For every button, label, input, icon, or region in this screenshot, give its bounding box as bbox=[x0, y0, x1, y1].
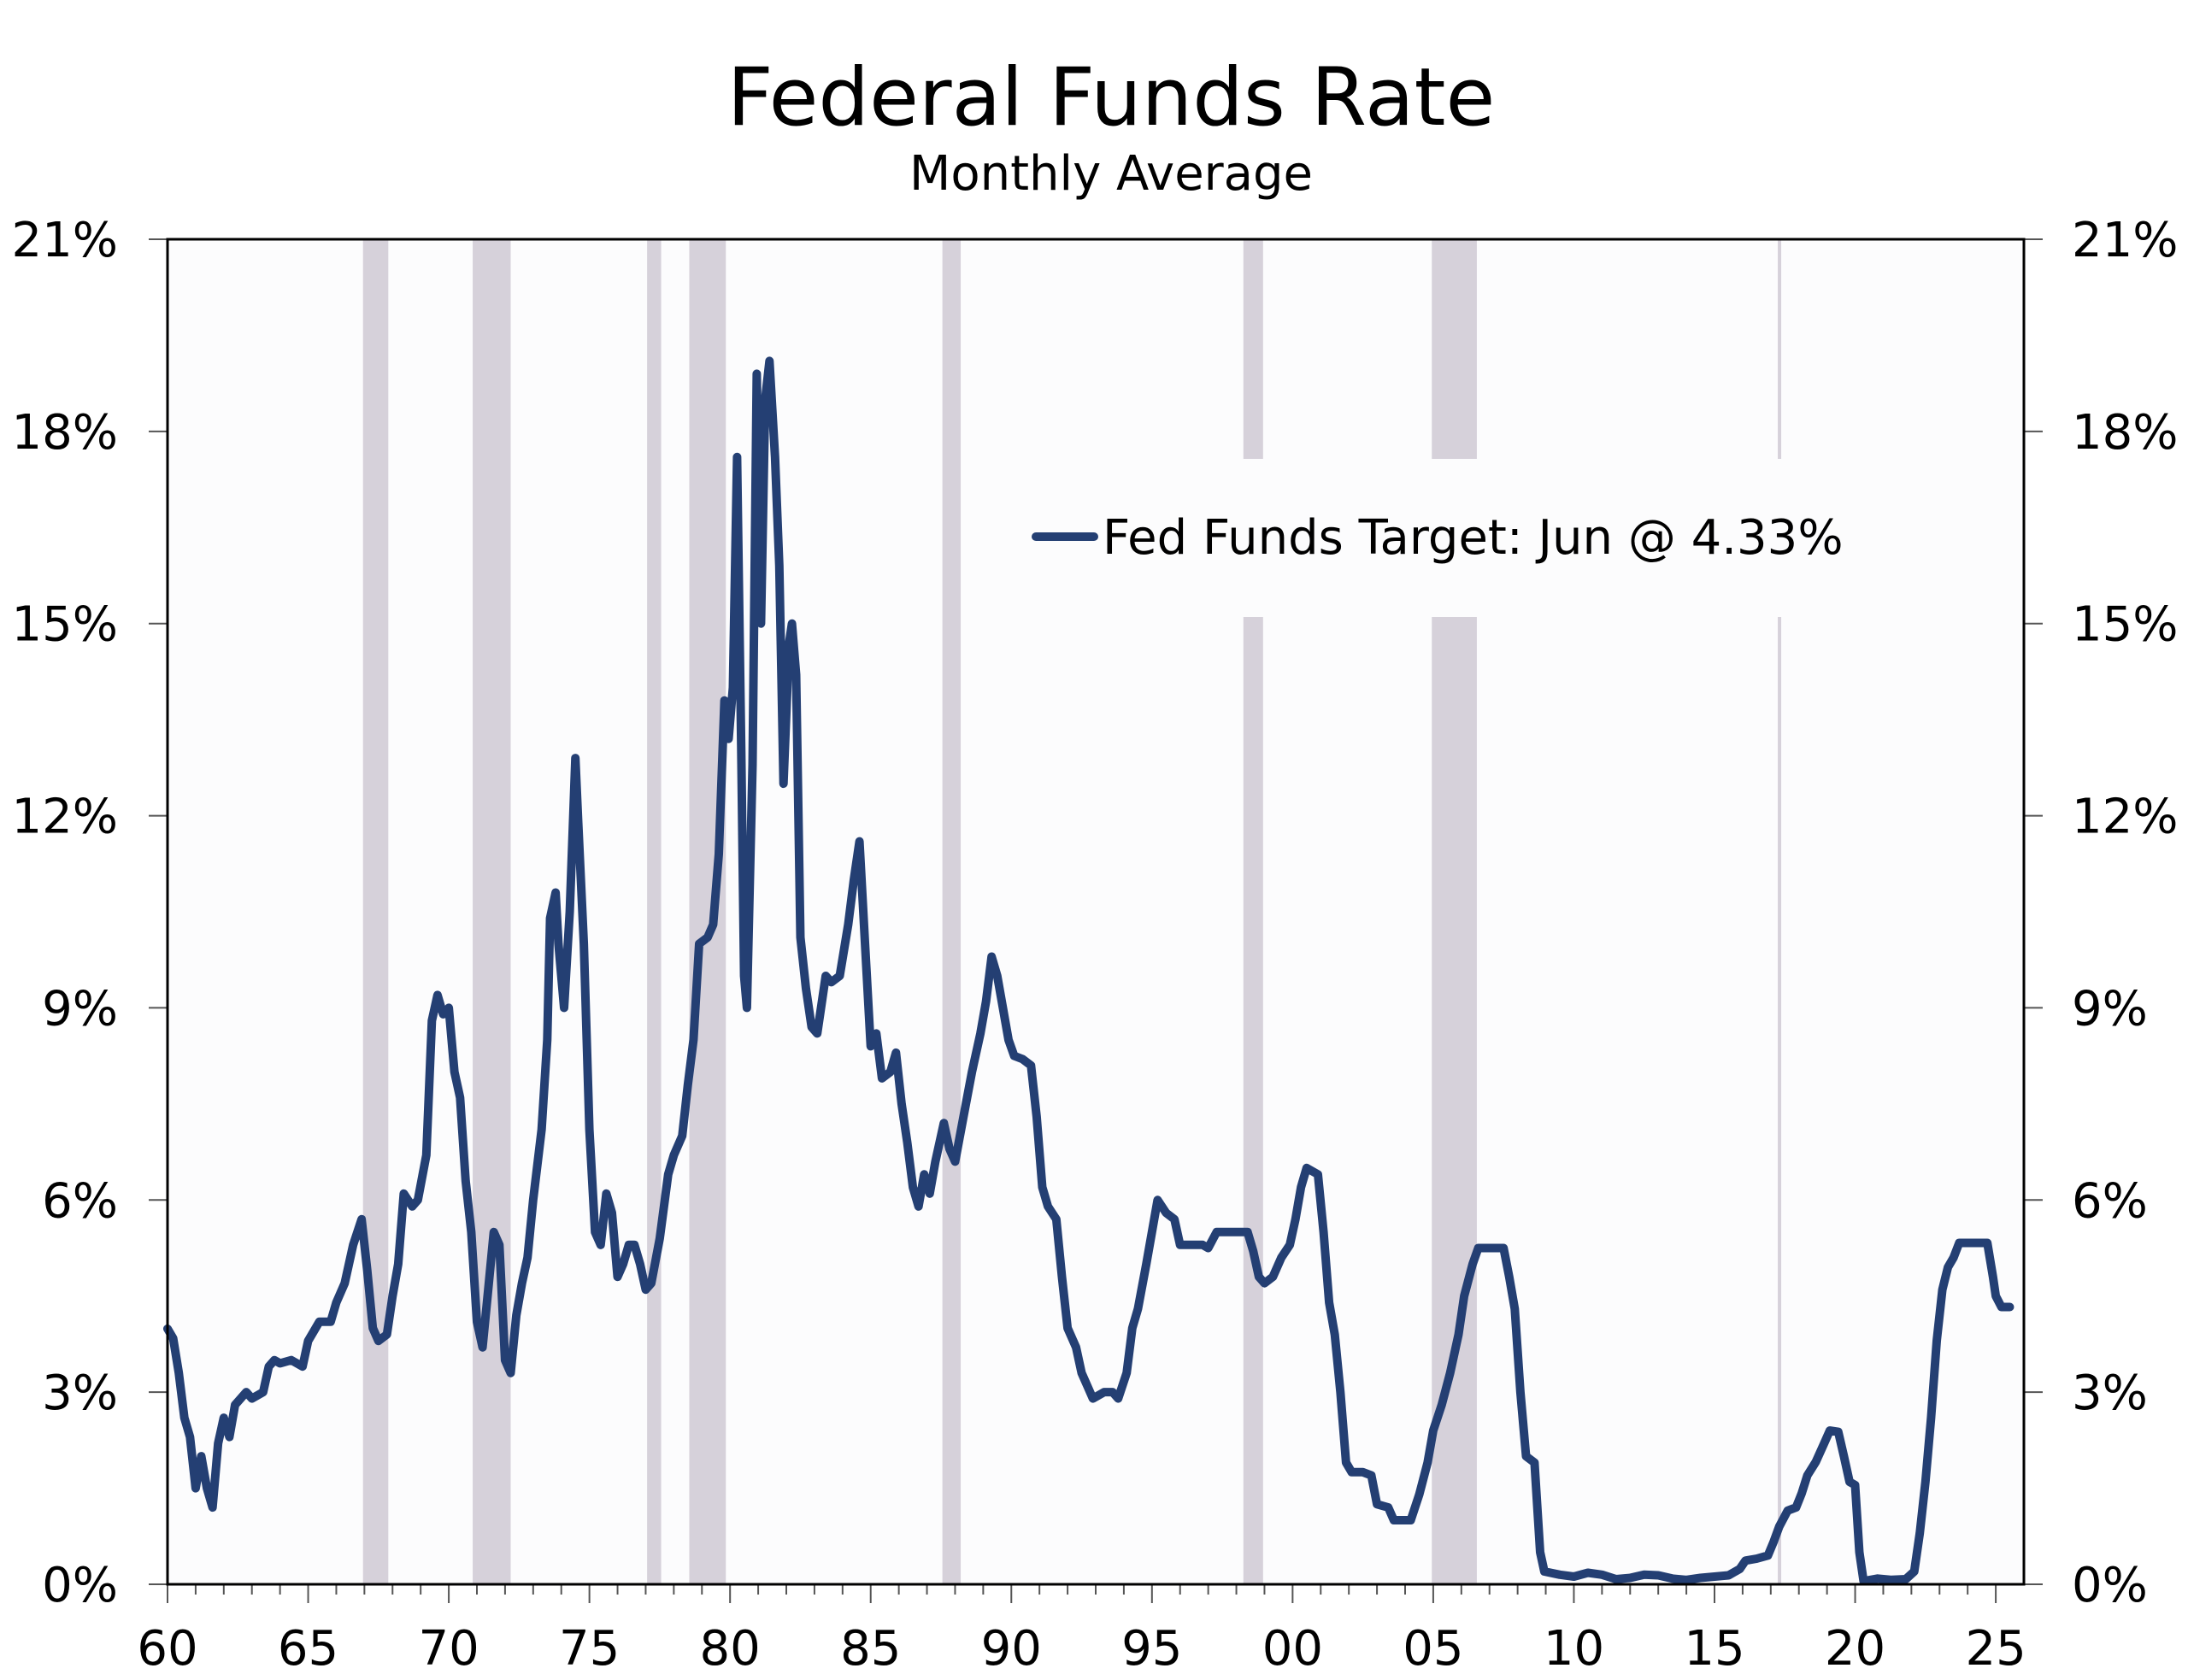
y-tick-label-left: 6% bbox=[42, 1173, 118, 1229]
recession-band-7 bbox=[1778, 239, 1782, 1584]
x-tick-label: 80 bbox=[700, 1621, 761, 1677]
y-tick-label-right: 0% bbox=[2072, 1558, 2148, 1613]
x-tick-label: 10 bbox=[1544, 1621, 1604, 1677]
x-tick-label: 60 bbox=[137, 1621, 197, 1677]
chart-title: Federal Funds Rate bbox=[727, 51, 1496, 144]
y-tick-label-left: 21% bbox=[12, 213, 118, 268]
y-tick-label-right: 6% bbox=[2072, 1173, 2148, 1229]
y-tick-label-left: 9% bbox=[42, 981, 118, 1037]
x-tick-label: 25 bbox=[1965, 1621, 2026, 1677]
y-tick-label-right: 21% bbox=[2072, 213, 2178, 268]
legend-background bbox=[1013, 459, 1936, 617]
x-tick-label: 70 bbox=[418, 1621, 479, 1677]
y-tick-label-left: 18% bbox=[12, 405, 118, 461]
plot-area bbox=[168, 239, 2024, 1584]
recession-band-4 bbox=[942, 239, 962, 1584]
x-tick-label: 15 bbox=[1684, 1621, 1744, 1677]
x-axis-labels: 60 65 70 75 80 85 90 95 00 05 10 15 20 25 bbox=[137, 1621, 2026, 1677]
y-tick-label-right: 15% bbox=[2072, 597, 2178, 653]
recession-band-5 bbox=[1243, 239, 1263, 1584]
recession-band-6 bbox=[1432, 239, 1477, 1584]
recession-band-0 bbox=[362, 239, 389, 1584]
legend: Fed Funds Target: Jun @ 4.33% bbox=[1032, 510, 1844, 566]
plot-frame bbox=[166, 238, 2026, 1586]
y-tick-label-left: 15% bbox=[12, 597, 118, 653]
series-line-fed-funds bbox=[163, 356, 2014, 1586]
y-tick-label-left: 12% bbox=[12, 790, 118, 845]
axis-ticks bbox=[149, 238, 2043, 1603]
x-tick-label: 05 bbox=[1403, 1621, 1463, 1677]
y-tick-label-left: 0% bbox=[42, 1558, 118, 1613]
y-tick-label-right: 18% bbox=[2072, 405, 2178, 461]
y-tick-label-right: 12% bbox=[2072, 790, 2178, 845]
x-tick-label: 85 bbox=[840, 1621, 901, 1677]
recession-band-1 bbox=[473, 239, 511, 1584]
recession-band-2 bbox=[647, 239, 662, 1584]
y-tick-label-right: 9% bbox=[2072, 981, 2148, 1037]
x-tick-label: 95 bbox=[1121, 1621, 1182, 1677]
y-tick-label-right: 3% bbox=[2072, 1366, 2148, 1421]
x-tick-label: 65 bbox=[278, 1621, 338, 1677]
y-axis-right-labels: 0% 3% 6% 9% 12% 15% 18% 21% bbox=[2072, 213, 2178, 1613]
recession-band-3 bbox=[689, 239, 726, 1584]
x-tick-label: 00 bbox=[1262, 1621, 1323, 1677]
y-axis-left-labels: 0% 3% 6% 9% 12% 15% 18% 21% bbox=[12, 213, 118, 1613]
legend-label: Fed Funds Target: Jun @ 4.33% bbox=[1103, 510, 1844, 566]
y-tick-label-left: 3% bbox=[42, 1366, 118, 1421]
chart-subtitle: Monthly Average bbox=[909, 146, 1313, 202]
x-tick-label: 90 bbox=[981, 1621, 1042, 1677]
x-tick-label: 20 bbox=[1825, 1621, 1885, 1677]
x-tick-label: 75 bbox=[559, 1621, 620, 1677]
